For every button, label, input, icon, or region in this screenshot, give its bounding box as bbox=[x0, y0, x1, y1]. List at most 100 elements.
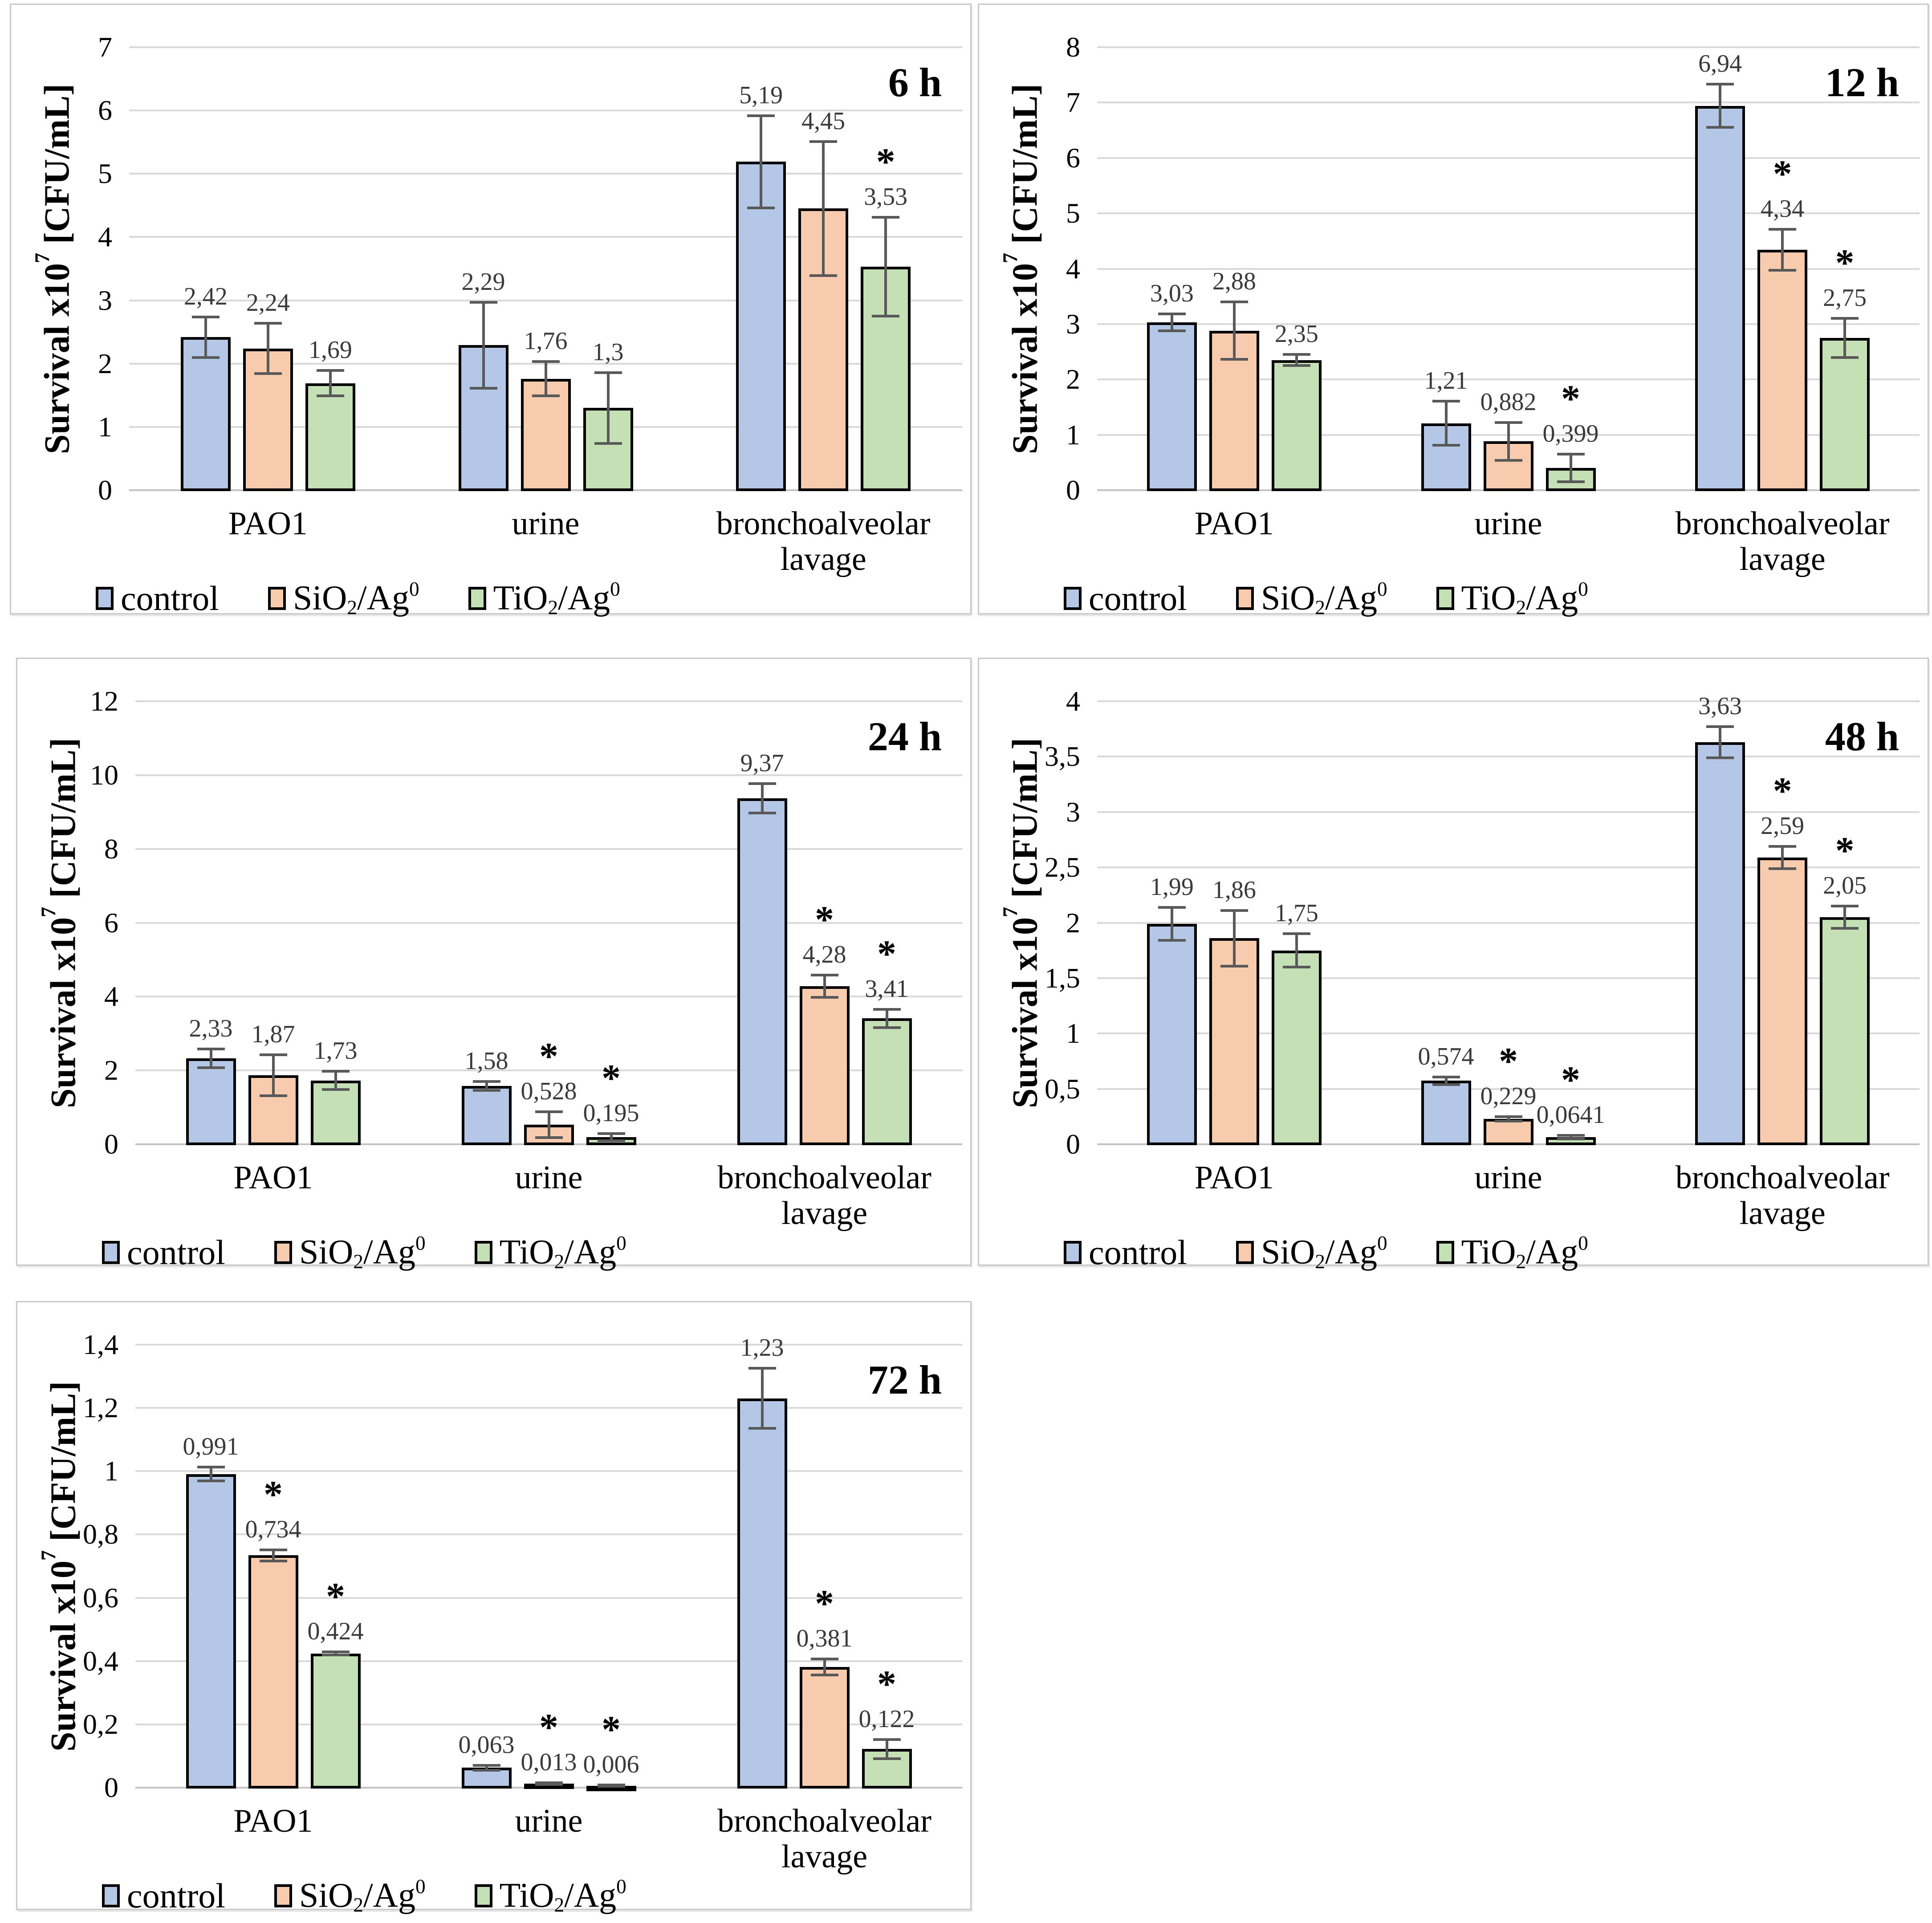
category-label: urine bbox=[1474, 1159, 1542, 1196]
legend-swatch bbox=[96, 586, 114, 610]
gridline bbox=[135, 774, 962, 776]
y-tick-label: 0,8 bbox=[83, 1518, 118, 1550]
bar bbox=[1421, 1081, 1471, 1145]
error-bar bbox=[1295, 934, 1298, 967]
error-bar bbox=[761, 783, 764, 813]
legend-item: control bbox=[102, 1234, 225, 1270]
legend-label: control bbox=[1089, 1232, 1187, 1272]
legend-label: SiO2/Ag0 bbox=[1261, 1232, 1387, 1273]
y-tick-label: 8 bbox=[104, 833, 118, 865]
y-tick-label: 1 bbox=[98, 411, 112, 443]
legend-label: TiO2/Ag0 bbox=[493, 578, 620, 619]
error-cap-top bbox=[321, 1069, 350, 1073]
error-cap-top bbox=[1158, 313, 1186, 316]
category-label: bronchoalveolar lavage bbox=[1675, 505, 1890, 577]
error-cap-top bbox=[872, 216, 900, 219]
y-tick-label: 10 bbox=[90, 759, 118, 791]
error-cap-top bbox=[597, 1132, 625, 1135]
significance-asterisk: * bbox=[539, 1705, 558, 1748]
bar bbox=[186, 1058, 236, 1145]
value-label: 1,69 bbox=[308, 336, 352, 364]
time-label: 48 h bbox=[1825, 714, 1899, 759]
error-cap-top bbox=[873, 1008, 901, 1011]
error-cap-top bbox=[747, 114, 775, 117]
gridline bbox=[1097, 1088, 1920, 1090]
significance-asterisk: * bbox=[602, 1056, 621, 1099]
value-label: 0,574 bbox=[1418, 1042, 1474, 1070]
y-tick-label: 8 bbox=[1066, 31, 1080, 63]
error-cap-bottom bbox=[873, 1026, 901, 1029]
error-cap-bottom bbox=[1282, 966, 1310, 968]
y-tick-label: 1 bbox=[104, 1455, 118, 1487]
error-bar bbox=[1444, 1077, 1448, 1085]
bar bbox=[461, 1085, 512, 1145]
error-cap-bottom bbox=[469, 387, 497, 390]
error-cap-top bbox=[748, 782, 776, 785]
y-axis-title: Survival x107 [CFU/mL] bbox=[37, 737, 83, 1108]
error-bar bbox=[1781, 846, 1784, 869]
y-tick-label: 0 bbox=[104, 1128, 118, 1160]
gridline bbox=[135, 1344, 962, 1346]
bar bbox=[1271, 950, 1322, 1145]
error-bar bbox=[1507, 1117, 1510, 1121]
gridline bbox=[1097, 268, 1920, 270]
value-label: 0,991 bbox=[183, 1433, 239, 1461]
gridline bbox=[1097, 700, 1920, 702]
bar bbox=[736, 162, 786, 491]
error-cap-top bbox=[1769, 228, 1797, 231]
error-cap-bottom bbox=[532, 394, 560, 398]
significance-asterisk: * bbox=[877, 1662, 896, 1705]
value-label: 4,45 bbox=[801, 107, 846, 135]
legend-label: SiO2/Ag0 bbox=[299, 1232, 426, 1273]
error-cap-top bbox=[1432, 1075, 1460, 1078]
significance-asterisk: * bbox=[539, 1035, 558, 1078]
value-label: 3,63 bbox=[1698, 692, 1742, 720]
error-bar bbox=[272, 1549, 275, 1561]
error-cap-bottom bbox=[197, 1480, 225, 1483]
gridline bbox=[1097, 977, 1920, 979]
error-cap-top bbox=[1220, 909, 1248, 912]
y-tick-label: 5 bbox=[1066, 197, 1080, 229]
significance-asterisk: * bbox=[264, 1472, 283, 1516]
error-bar bbox=[885, 1009, 888, 1028]
gridline bbox=[135, 1533, 962, 1536]
legend: control SiO2/Ag0 TiO2/Ag0 bbox=[1064, 1225, 1588, 1280]
error-cap-top bbox=[197, 1466, 225, 1469]
error-cap-top bbox=[1831, 317, 1859, 320]
error-cap-bottom bbox=[1706, 756, 1734, 759]
error-cap-top bbox=[1706, 83, 1734, 86]
chart-panel-72h: 0 0,2 0,4 0,6 0,8 1 1,2 1,4 Survival x107 [CFU/m… bbox=[16, 1301, 972, 1916]
y-axis-title: Survival x107 [CFU/mL] bbox=[37, 1381, 83, 1752]
value-label: 1,75 bbox=[1274, 899, 1318, 927]
error-cap-bottom bbox=[1220, 964, 1248, 968]
error-cap-top bbox=[535, 1781, 563, 1784]
error-cap-bottom bbox=[1706, 126, 1734, 129]
time-label: 12 h bbox=[1825, 60, 1899, 105]
category-label: urine bbox=[1474, 505, 1542, 542]
legend-swatch bbox=[268, 586, 286, 610]
y-tick-label: 0 bbox=[1066, 474, 1080, 506]
gridline bbox=[1097, 756, 1920, 758]
error-cap-top bbox=[809, 140, 838, 143]
error-bar bbox=[1507, 423, 1510, 460]
error-cap-bottom bbox=[594, 442, 622, 445]
legend-label: SiO2/Ag0 bbox=[293, 578, 419, 619]
bar bbox=[1820, 337, 1870, 491]
bar bbox=[737, 798, 787, 1145]
time-label: 6 h bbox=[888, 60, 942, 105]
significance-asterisk: * bbox=[602, 1708, 621, 1751]
error-bar bbox=[761, 1368, 764, 1429]
category-label: PAO1 bbox=[1194, 505, 1274, 542]
error-cap-bottom bbox=[1494, 1120, 1522, 1122]
y-tick-label: 2,5 bbox=[1045, 851, 1080, 883]
y-tick-label: 1,5 bbox=[1045, 962, 1080, 994]
error-cap-top bbox=[472, 1080, 500, 1083]
y-tick-label: 0 bbox=[98, 474, 112, 506]
error-cap-bottom bbox=[597, 1139, 625, 1142]
error-cap-bottom bbox=[1557, 1137, 1585, 1140]
legend: control SiO2/Ag0 TiO2/Ag0 bbox=[102, 1225, 626, 1280]
legend-swatch bbox=[1436, 586, 1454, 610]
value-label: 0,424 bbox=[307, 1618, 364, 1646]
significance-asterisk: * bbox=[1835, 241, 1855, 285]
